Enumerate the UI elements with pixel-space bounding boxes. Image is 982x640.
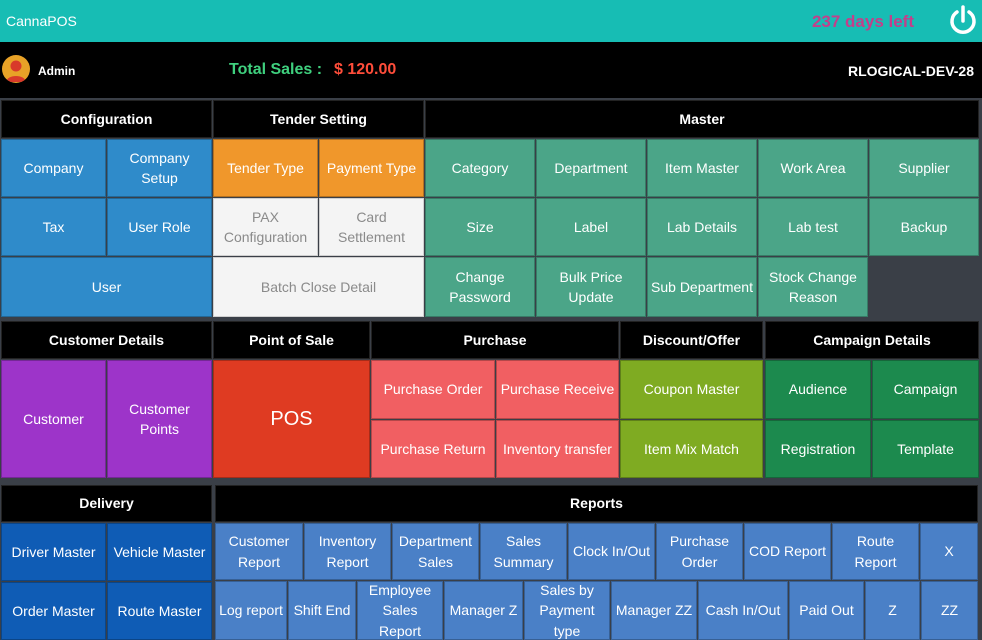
zz-report-button[interactable]: ZZ bbox=[921, 581, 978, 640]
batch-close-detail-button[interactable]: Batch Close Detail bbox=[213, 257, 424, 317]
cod-report-button[interactable]: COD Report bbox=[744, 523, 831, 580]
route-master-button[interactable]: Route Master bbox=[107, 582, 212, 640]
vehicle-master-button[interactable]: Vehicle Master bbox=[107, 523, 212, 581]
campaign-button[interactable]: Campaign bbox=[872, 360, 979, 419]
supplier-button[interactable]: Supplier bbox=[869, 139, 979, 197]
discount-offer-header: Discount/Offer bbox=[620, 321, 763, 359]
lab-details-button[interactable]: Lab Details bbox=[647, 198, 757, 256]
x-report-button[interactable]: X bbox=[920, 523, 978, 580]
purchase-order-report-button[interactable]: Purchase Order bbox=[656, 523, 743, 580]
backup-button[interactable]: Backup bbox=[869, 198, 979, 256]
registration-button[interactable]: Registration bbox=[765, 420, 871, 478]
label-button[interactable]: Label bbox=[536, 198, 646, 256]
configuration-header: Configuration bbox=[1, 100, 212, 138]
payment-type-button[interactable]: Payment Type bbox=[319, 139, 424, 197]
item-master-button[interactable]: Item Master bbox=[647, 139, 757, 197]
user-button[interactable]: User bbox=[1, 257, 212, 317]
total-sales-label: Total Sales : bbox=[229, 61, 323, 78]
manager-z-button[interactable]: Manager Z bbox=[444, 581, 523, 640]
manager-zz-button[interactable]: Manager ZZ bbox=[611, 581, 697, 640]
info-bar: Admin Total Sales : $ 120.00 RLOGICAL-DE… bbox=[0, 42, 982, 98]
order-master-button[interactable]: Order Master bbox=[1, 582, 106, 640]
pax-configuration-button[interactable]: PAX Configuration bbox=[213, 198, 318, 256]
work-area-button[interactable]: Work Area bbox=[758, 139, 868, 197]
shift-end-button[interactable]: Shift End bbox=[288, 581, 356, 640]
card-settlement-button[interactable]: Card Settlement bbox=[319, 198, 424, 256]
driver-master-button[interactable]: Driver Master bbox=[1, 523, 106, 581]
purchase-header: Purchase bbox=[371, 321, 619, 359]
inventory-report-button[interactable]: Inventory Report bbox=[304, 523, 391, 580]
item-mix-match-button[interactable]: Item Mix Match bbox=[620, 420, 763, 478]
sales-summary-button[interactable]: Sales Summary bbox=[480, 523, 567, 580]
customer-points-button[interactable]: Customer Points bbox=[107, 360, 212, 478]
pos-button[interactable]: POS bbox=[213, 360, 370, 478]
clock-in-out-button[interactable]: Clock In/Out bbox=[568, 523, 655, 580]
size-button[interactable]: Size bbox=[425, 198, 535, 256]
company-button[interactable]: Company bbox=[1, 139, 106, 197]
sub-department-button[interactable]: Sub Department bbox=[647, 257, 757, 317]
tender-type-button[interactable]: Tender Type bbox=[213, 139, 318, 197]
app-title: CannaPOS bbox=[6, 13, 77, 29]
campaign-details-header: Campaign Details bbox=[765, 321, 979, 359]
purchase-receive-button[interactable]: Purchase Receive bbox=[496, 360, 619, 419]
bulk-price-update-button[interactable]: Bulk Price Update bbox=[536, 257, 646, 317]
tax-button[interactable]: Tax bbox=[1, 198, 106, 256]
change-password-button[interactable]: Change Password bbox=[425, 257, 535, 317]
department-button[interactable]: Department bbox=[536, 139, 646, 197]
total-sales-value: $ 120.00 bbox=[334, 61, 397, 78]
employee-sales-report-button[interactable]: Employee Sales Report bbox=[357, 581, 443, 640]
company-setup-button[interactable]: Company Setup bbox=[107, 139, 212, 197]
tender-setting-header: Tender Setting bbox=[213, 100, 424, 138]
terminal-id: RLOGICAL-DEV-28 bbox=[847, 63, 974, 79]
user-name: Admin bbox=[38, 64, 76, 78]
template-button[interactable]: Template bbox=[872, 420, 979, 478]
z-report-button[interactable]: Z bbox=[865, 581, 920, 640]
purchase-order-button[interactable]: Purchase Order bbox=[371, 360, 495, 419]
route-report-button[interactable]: Route Report bbox=[832, 523, 919, 580]
master-header: Master bbox=[425, 100, 979, 138]
user-avatar-icon bbox=[2, 55, 30, 83]
log-report-button[interactable]: Log report bbox=[215, 581, 287, 640]
customer-button[interactable]: Customer bbox=[1, 360, 106, 478]
audience-button[interactable]: Audience bbox=[765, 360, 871, 419]
customer-details-header: Customer Details bbox=[1, 321, 212, 359]
license-days-left: 237 days left bbox=[811, 12, 914, 31]
reports-header: Reports bbox=[215, 485, 978, 522]
inventory-transfer-button[interactable]: Inventory transfer bbox=[496, 420, 619, 478]
cash-in-out-button[interactable]: Cash In/Out bbox=[698, 581, 788, 640]
category-button[interactable]: Category bbox=[425, 139, 535, 197]
department-sales-button[interactable]: Department Sales bbox=[392, 523, 479, 580]
paid-out-button[interactable]: Paid Out bbox=[789, 581, 864, 640]
stock-change-reason-button[interactable]: Stock Change Reason bbox=[758, 257, 868, 317]
point-of-sale-header: Point of Sale bbox=[213, 321, 370, 359]
user-role-button[interactable]: User Role bbox=[107, 198, 212, 256]
delivery-header: Delivery bbox=[1, 485, 212, 522]
power-icon[interactable] bbox=[946, 2, 980, 40]
lab-test-button[interactable]: Lab test bbox=[758, 198, 868, 256]
top-bar: CannaPOS 237 days left bbox=[0, 0, 982, 42]
coupon-master-button[interactable]: Coupon Master bbox=[620, 360, 763, 419]
purchase-return-button[interactable]: Purchase Return bbox=[371, 420, 495, 478]
sales-by-payment-type-button[interactable]: Sales by Payment type bbox=[524, 581, 610, 640]
customer-report-button[interactable]: Customer Report bbox=[215, 523, 303, 580]
